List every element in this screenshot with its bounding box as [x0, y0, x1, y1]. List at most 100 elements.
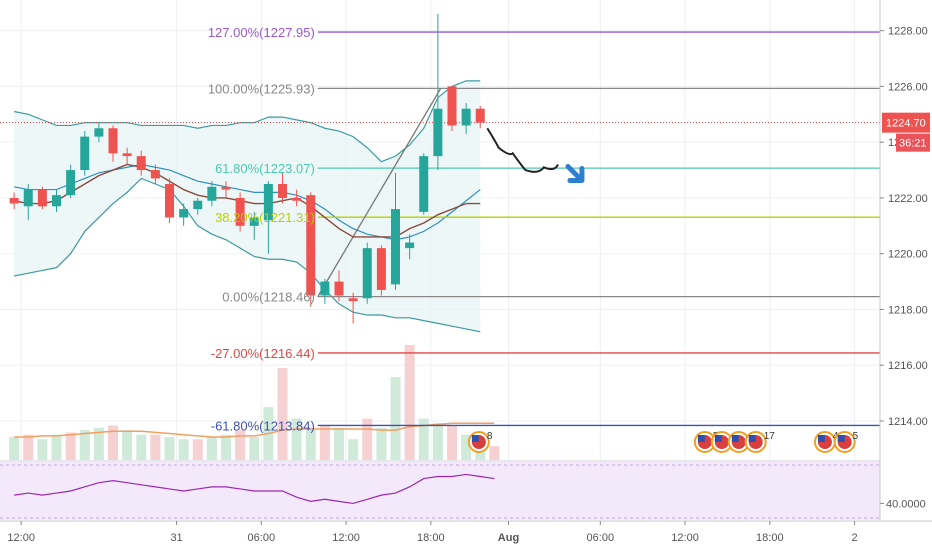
candle-body — [475, 108, 485, 123]
candle-body — [391, 209, 401, 285]
candle-body — [207, 186, 217, 201]
volume-bar — [305, 427, 316, 460]
volume-bar — [93, 427, 104, 460]
volume-bar — [348, 439, 359, 460]
oscillator-pane — [0, 462, 880, 520]
forecast-drawing — [486, 127, 585, 183]
volume-bar — [108, 425, 119, 460]
price-tick-label: 1226.00 — [888, 81, 928, 93]
flag-canton — [731, 435, 739, 442]
volume-bar — [376, 427, 387, 460]
candles — [9, 13, 485, 324]
candle-body — [108, 128, 118, 154]
time-tick-label: 12:00 — [671, 532, 699, 544]
forecast-arrow-icon — [565, 163, 585, 183]
volume-bar — [122, 430, 133, 460]
candle-body — [23, 189, 33, 207]
volume-bar — [79, 430, 90, 460]
economic-events: 851745 — [467, 431, 859, 453]
ma-line — [13, 163, 481, 238]
flag-canton — [697, 435, 705, 442]
volume-bar — [178, 439, 189, 460]
current-price-badge — [882, 112, 930, 133]
price-tick-label: 1222.00 — [888, 193, 928, 205]
time-tick-label: 2 — [852, 532, 858, 544]
fib-level-label: 38.20%(1221.31) — [215, 210, 315, 225]
volume-bar — [221, 434, 232, 460]
candle-body — [221, 186, 231, 190]
fib-level-label: 127.00%(1227.95) — [208, 25, 315, 40]
volume-bar — [418, 418, 429, 460]
volume-bar — [404, 345, 415, 460]
candle-body — [193, 200, 203, 210]
bollinger-middle — [14, 163, 481, 241]
fibonacci-retracement — [0, 31, 880, 427]
candle-body — [249, 217, 259, 226]
price-tick-label: 1218.00 — [888, 304, 928, 316]
time-tick-label: 12:00 — [332, 532, 360, 544]
candle-body — [150, 170, 160, 179]
candle-body — [136, 156, 146, 171]
current-price-label: 1224.70 — [886, 118, 926, 130]
forecast-path — [486, 127, 559, 173]
volume-bar — [37, 439, 48, 460]
candle-body — [235, 197, 245, 226]
candle-body — [165, 184, 175, 218]
time-tick-label: 06:00 — [248, 532, 276, 544]
fibonacci-labels: 127.00%(1227.95) 100.00%(1225.93) 61.80%(1… — [208, 25, 315, 433]
candle-body — [405, 242, 415, 249]
candle-body — [461, 108, 471, 126]
candle-body — [66, 170, 76, 196]
fib-level-label: 61.80%(1223.07) — [215, 161, 315, 176]
volume-bar — [65, 432, 76, 460]
volume-bar — [447, 425, 458, 460]
countdown-badge — [896, 133, 930, 152]
candle-body — [362, 248, 372, 299]
bollinger-lower — [14, 177, 481, 333]
time-tick-label: 18:00 — [756, 532, 784, 544]
candle-body — [320, 281, 330, 296]
volume-bar — [51, 434, 62, 460]
candle-body — [52, 195, 62, 207]
price-axis-bg — [880, 0, 932, 550]
flag-canton — [471, 435, 479, 442]
volume-bar — [362, 418, 373, 460]
price-tick-label: 1214.00 — [888, 416, 928, 428]
volume-bar — [235, 430, 246, 460]
candle-body — [334, 281, 344, 296]
volume-bar — [150, 434, 161, 460]
candle-body — [179, 209, 189, 218]
oscillator-line — [14, 473, 495, 505]
candle-body — [348, 298, 358, 302]
flag-canton — [817, 435, 825, 442]
candle-body — [376, 248, 386, 290]
event-count: 8 — [487, 431, 493, 442]
candle-body — [419, 156, 429, 212]
volume-bar — [432, 423, 443, 460]
volume-bars — [9, 345, 500, 460]
candle-body — [80, 136, 90, 171]
fib-level-label: -61.80%(1213.84) — [211, 418, 315, 433]
countdown-label: 36:21 — [899, 138, 927, 150]
price-tick-label: 1228.00 — [888, 26, 928, 38]
time-tick-label: 12:00 — [7, 532, 35, 544]
candle-body — [433, 108, 443, 157]
candle-body — [37, 189, 47, 207]
volume-bar — [334, 427, 345, 460]
candle-body — [306, 195, 316, 296]
time-tick-label: 06:00 — [587, 532, 615, 544]
fib-level-label: 0.00%(1218.46) — [222, 290, 315, 305]
event-count: 17 — [764, 431, 776, 442]
fib-level-label: 100.00%(1225.93) — [208, 81, 315, 96]
time-tick-label: Aug — [498, 532, 519, 544]
bollinger-upper — [14, 80, 481, 163]
volume-bar — [461, 434, 472, 460]
candle-body — [263, 184, 273, 221]
fib-level-label: -27.00%(1216.44) — [211, 346, 315, 361]
volume-bar — [319, 425, 330, 460]
volume-bar — [291, 418, 302, 460]
candle-body — [278, 184, 288, 198]
flag-canton — [837, 435, 845, 442]
